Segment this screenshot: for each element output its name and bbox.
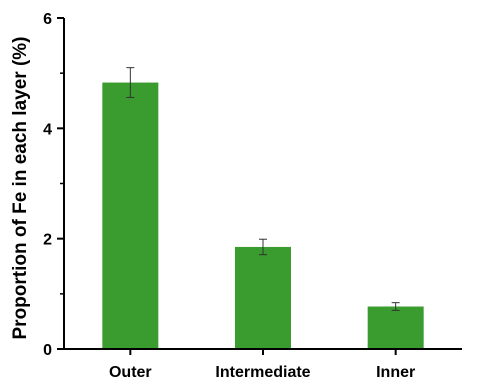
y-tick-label: 0 — [43, 342, 52, 359]
y-axis-title: Proportion of Fe in each layer (%) — [10, 37, 31, 340]
x-tick-label: Outer — [109, 364, 152, 381]
y-tick-label: 2 — [43, 232, 52, 249]
bar-outer — [102, 82, 159, 350]
x-tick-label: Intermediate — [215, 364, 310, 381]
bar-inner — [367, 306, 424, 349]
y-tick-label: 6 — [43, 11, 52, 28]
bars-layer — [102, 82, 424, 350]
error-bars-layer — [126, 67, 400, 311]
y-tick-label: 4 — [43, 121, 52, 138]
y-ticks: 0 2 4 6 — [43, 11, 64, 359]
x-tick-label: Inner — [376, 364, 415, 381]
bar-intermediate — [235, 246, 291, 349]
x-ticks: Outer Intermediate Inner — [109, 349, 415, 381]
